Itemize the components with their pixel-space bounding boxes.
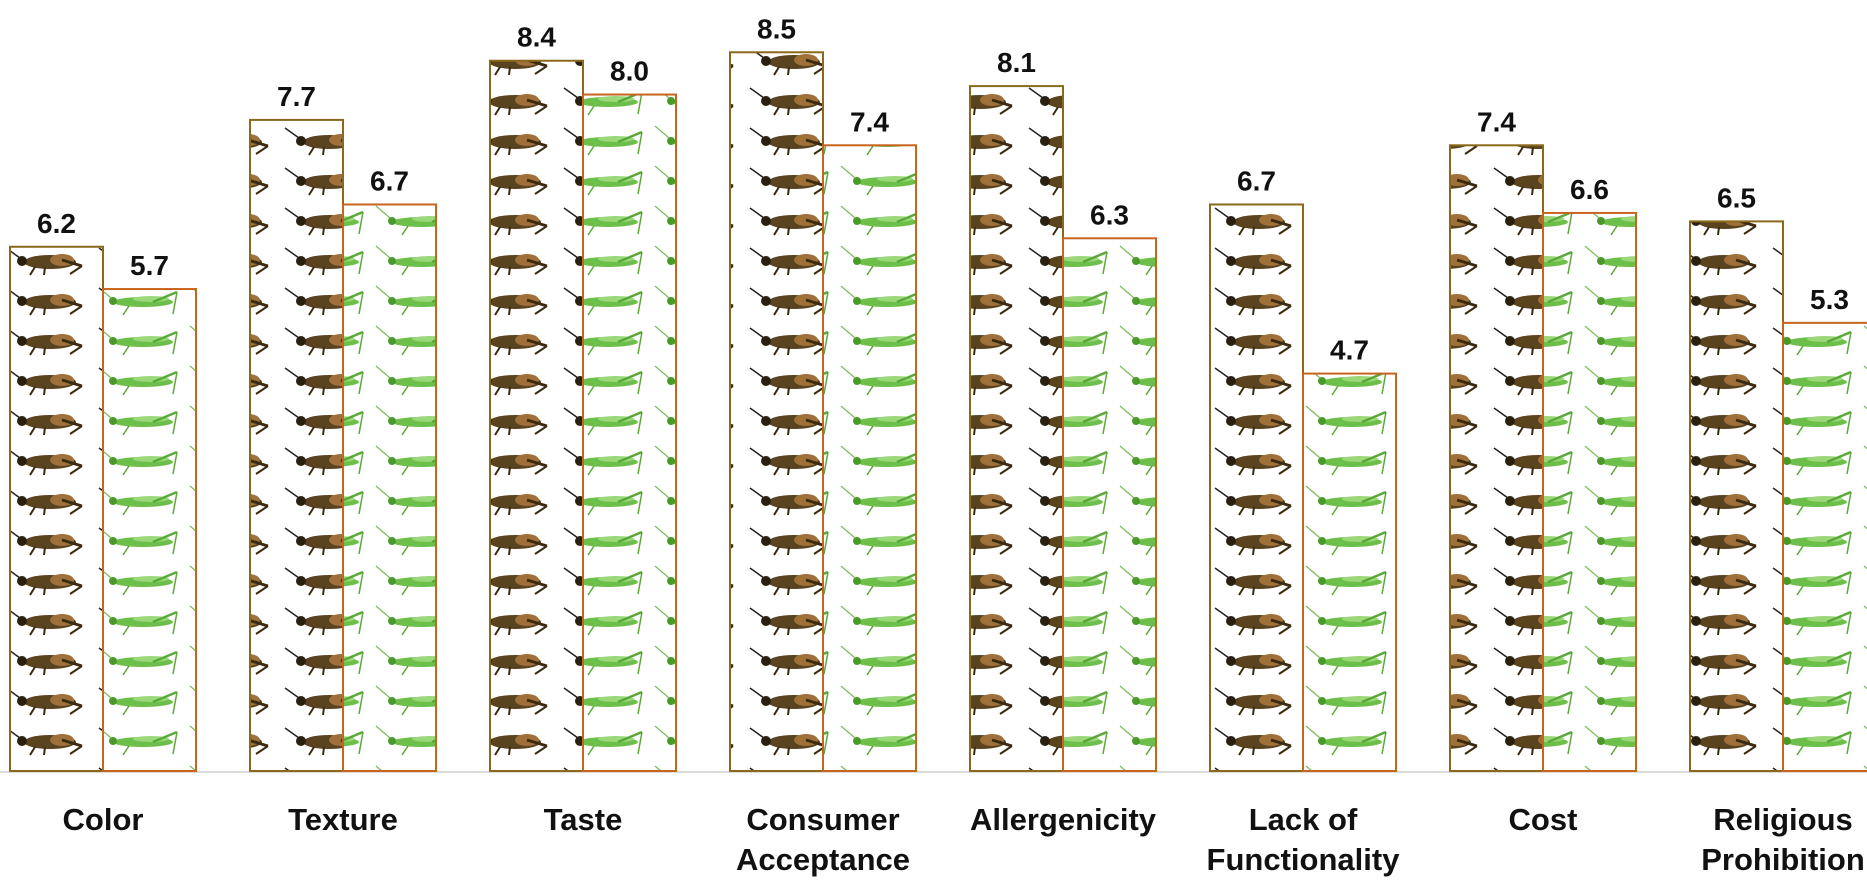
x-tick-label: Allergenicity [969,802,1157,837]
value-label: 6.7 [1237,165,1276,196]
x-tick-label: Lack of Functionality [1206,802,1400,877]
x-tick-label: Religious Prohibition [1701,802,1865,877]
bar [1782,321,1867,772]
value-label: 7.4 [850,106,889,137]
x-tick-label: Consumer Acceptance [735,802,911,877]
x-tick-label: Cost [1508,802,1578,837]
value-label: 6.3 [1090,199,1129,230]
value-label: 7.4 [1477,106,1516,137]
bar [1542,211,1637,772]
bar [1062,237,1157,773]
bar [582,93,677,773]
value-label: 6.7 [370,165,409,196]
value-label: 5.7 [130,250,169,281]
value-label: 6.6 [1570,174,1609,205]
value-label: 8.0 [610,56,649,87]
bar [1449,144,1544,773]
value-label: 6.5 [1717,182,1756,213]
bar [822,144,917,773]
bar [1302,372,1397,772]
bar [1209,203,1304,772]
bar [9,245,104,772]
value-label: 8.4 [517,22,556,53]
value-label: 5.3 [1810,284,1849,315]
bar [342,203,437,772]
bar [489,59,584,772]
value-label: 6.2 [37,208,76,239]
bar [729,51,824,773]
x-tick-label: Texture [288,802,398,837]
value-label: 7.7 [277,81,316,112]
x-tick-label: Taste [543,802,623,837]
x-tick-label: Color [62,802,144,837]
value-label: 4.7 [1330,335,1369,366]
bar [102,288,197,772]
value-label: 8.5 [757,13,796,44]
bar [1689,220,1784,772]
bar [249,118,344,772]
bar [969,85,1064,773]
value-label: 8.1 [997,47,1036,78]
